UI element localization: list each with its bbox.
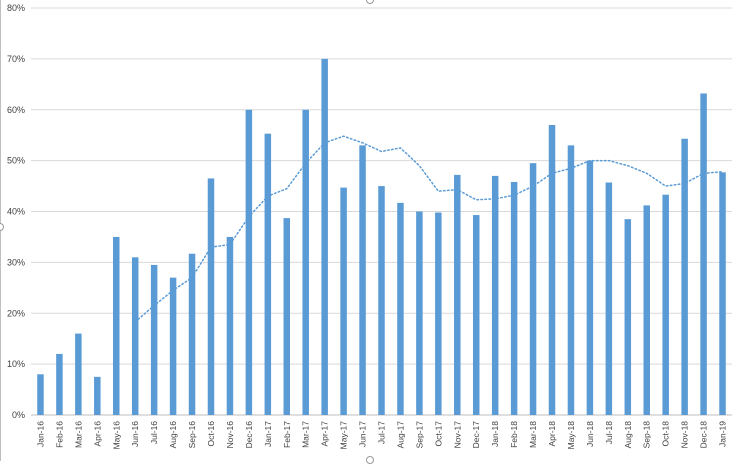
y-tick-label: 60%: [7, 105, 25, 115]
bar: [207, 178, 215, 415]
x-tick-label: Sep-17: [414, 421, 424, 449]
x-tick-label: Jan-19: [718, 421, 728, 447]
bar: [510, 181, 518, 415]
bar-series: [37, 58, 726, 416]
x-tick-label: Sep-18: [642, 421, 652, 449]
y-tick-label: 80%: [7, 3, 25, 13]
bar: [700, 93, 707, 415]
bar: [529, 163, 537, 415]
x-tick-label: Mar-18: [528, 421, 538, 448]
bar: [37, 374, 44, 415]
x-tick-label: May-18: [566, 421, 576, 450]
x-tick-label: May-17: [339, 421, 349, 450]
x-tick-label: Dec-17: [471, 421, 481, 449]
bar: [321, 58, 328, 415]
x-tick-label: Jan-17: [263, 421, 273, 447]
y-tick-label: 0%: [12, 410, 25, 420]
trendline-series: [134, 135, 724, 323]
x-tick-label: Oct-16: [206, 421, 216, 447]
bar: [491, 175, 499, 415]
y-tick-label: 40%: [7, 207, 25, 217]
x-tick-label: Jan-16: [36, 421, 46, 447]
x-tick-label: Mar-17: [301, 421, 311, 448]
y-tick-label: 10%: [7, 359, 25, 369]
x-tick-label: Dec-18: [699, 421, 709, 449]
x-tick-label: Dec-16: [244, 421, 254, 449]
x-tick-label: Jul-17: [377, 421, 387, 444]
bar: [605, 182, 613, 415]
y-axis-tick-labels: 0% 10% 20% 30% 40% 50% 60% 70% 80%: [7, 3, 25, 420]
bar: [188, 253, 196, 415]
bar: [245, 109, 253, 415]
x-axis-tick-labels: Jan-16 Feb-16 Mar-16 Apr-16 May-16 Jun-16 Jul-…: [36, 421, 728, 450]
bar: [719, 172, 726, 415]
bar: [548, 125, 556, 415]
x-tick-label: Nov-16: [225, 421, 235, 449]
bar: [472, 215, 480, 415]
bar: [94, 376, 101, 415]
x-tick-label: Jun-18: [585, 421, 595, 447]
x-tick-label: Jan-18: [490, 421, 500, 447]
x-tick-label: Jul-18: [604, 421, 614, 444]
x-tick-label: Jun-17: [358, 421, 368, 447]
bar: [378, 186, 385, 415]
bar: [150, 264, 158, 415]
y-tick-label: 20%: [7, 308, 25, 318]
x-tick-label: Apr-16: [92, 421, 102, 447]
bar: [681, 138, 688, 415]
resize-handle-bottom[interactable]: [366, 456, 374, 464]
x-tick-label: Apr-18: [547, 421, 557, 447]
bar: [567, 145, 575, 416]
bar: [643, 205, 650, 415]
y-tick-label: 70%: [7, 54, 25, 64]
bar: [454, 174, 461, 415]
bar: [131, 257, 139, 415]
x-tick-label: Feb-18: [509, 421, 519, 448]
bar: [435, 212, 442, 415]
bar: [264, 133, 272, 415]
bar: [56, 353, 63, 415]
x-tick-label: Feb-17: [282, 421, 292, 448]
bar: [586, 160, 594, 415]
x-tick-label: Nov-17: [452, 421, 462, 449]
bar: [624, 219, 632, 415]
bar: [75, 333, 82, 415]
x-tick-label: Jun-16: [130, 421, 140, 447]
x-tick-label: Sep-16: [187, 421, 197, 449]
bar: [662, 194, 669, 415]
x-tick-label: Aug-16: [168, 421, 178, 449]
x-tick-label: Nov-18: [680, 421, 690, 449]
x-tick-label: May-16: [111, 421, 121, 450]
bar: [359, 145, 366, 416]
x-tick-label: Aug-18: [623, 421, 633, 449]
bar: [283, 218, 291, 415]
bar: [416, 211, 423, 415]
x-tick-label: Apr-17: [320, 421, 330, 447]
bar: [340, 187, 347, 415]
bar: [113, 236, 120, 415]
bar: [226, 236, 234, 415]
x-tick-label: Oct-17: [433, 421, 443, 447]
bar: [302, 109, 309, 415]
x-tick-label: Aug-17: [395, 421, 405, 449]
x-tick-label: Feb-16: [54, 421, 64, 448]
bar: [397, 202, 404, 415]
trendline: [134, 135, 724, 323]
x-tick-label: Oct-18: [661, 421, 671, 447]
y-tick-label: 30%: [7, 257, 25, 267]
x-tick-label: Jul-16: [149, 421, 159, 444]
y-tick-label: 50%: [7, 156, 25, 166]
x-tick-label: Mar-16: [73, 421, 83, 448]
bar: [169, 277, 177, 415]
